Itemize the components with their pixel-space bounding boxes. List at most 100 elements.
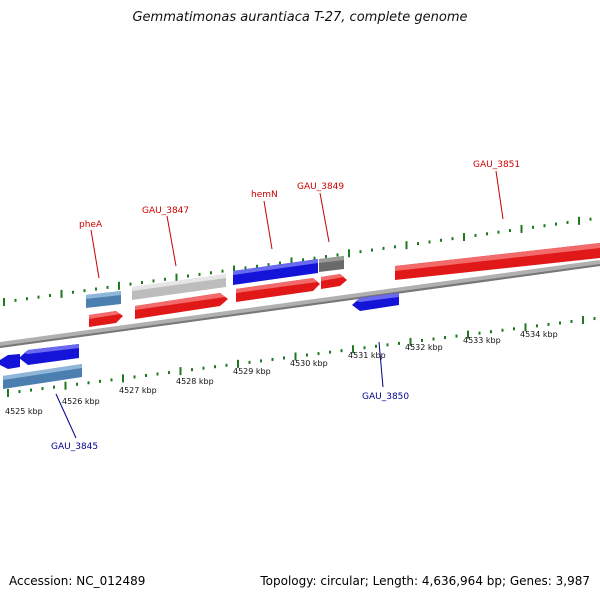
minor-tick bbox=[543, 224, 546, 228]
minor-tick bbox=[41, 387, 44, 391]
major-tick bbox=[175, 273, 178, 282]
feature-blue-3845[interactable] bbox=[19, 344, 79, 365]
minor-tick bbox=[417, 242, 419, 246]
tick-label: 4527 kbp bbox=[119, 386, 157, 395]
minor-tick bbox=[536, 324, 538, 328]
feature-red-3847[interactable] bbox=[135, 293, 228, 319]
minor-tick bbox=[168, 371, 170, 375]
minor-tick bbox=[129, 282, 132, 286]
tick-label: 4534 kbp bbox=[520, 330, 558, 339]
minor-tick bbox=[432, 337, 435, 341]
major-tick bbox=[60, 289, 63, 298]
feature-lightgray-1[interactable] bbox=[132, 274, 226, 300]
minor-tick bbox=[198, 272, 201, 276]
minor-tick bbox=[593, 317, 596, 321]
minor-tick bbox=[394, 245, 396, 249]
minor-tick bbox=[490, 330, 492, 334]
minor-tick bbox=[30, 388, 32, 392]
leader-line bbox=[90, 229, 100, 279]
gene-label-hemN[interactable]: hemN bbox=[251, 190, 278, 200]
gene-label-GAU_3847[interactable]: GAU_3847 bbox=[142, 206, 189, 216]
major-tick bbox=[578, 216, 580, 225]
gene-label-group: pheA GAU_3847 hemN GAU_3849 GAU_3851 GAU… bbox=[51, 160, 520, 452]
minor-tick bbox=[371, 248, 373, 252]
tick-label: 4530 kbp bbox=[290, 359, 328, 368]
feature-darkgray-1[interactable] bbox=[319, 256, 344, 272]
feature-red-pheA[interactable] bbox=[89, 311, 123, 327]
minor-tick bbox=[214, 365, 216, 369]
position-ticks: 4525 kbp 4526 kbp 4527 kbp 4528 kbp 4529… bbox=[5, 330, 558, 416]
minor-tick bbox=[313, 256, 316, 260]
minor-tick bbox=[547, 322, 550, 326]
feature-steelblue-1[interactable] bbox=[86, 291, 121, 308]
minor-tick bbox=[509, 229, 511, 233]
minor-tick bbox=[191, 368, 193, 372]
major-tick bbox=[237, 359, 239, 368]
minor-tick bbox=[589, 217, 592, 221]
minor-tick bbox=[382, 246, 385, 250]
minor-tick bbox=[110, 378, 113, 382]
major-tick bbox=[294, 352, 297, 361]
minor-tick bbox=[72, 290, 74, 294]
major-tick bbox=[348, 249, 350, 258]
tick-label: 4526 kbp bbox=[62, 397, 100, 406]
minor-tick bbox=[340, 349, 343, 353]
minor-tick bbox=[329, 350, 331, 354]
leader-line bbox=[378, 341, 384, 388]
minor-tick bbox=[363, 346, 366, 350]
tick-label: 4525 kbp bbox=[5, 407, 43, 416]
major-tick bbox=[7, 389, 9, 397]
gene-label-GAU_3849[interactable]: GAU_3849 bbox=[297, 182, 344, 192]
inner-tick-row bbox=[7, 316, 596, 397]
tick-label: 4528 kbp bbox=[176, 377, 214, 386]
map-title: Gemmatimonas aurantiaca T-27, complete g… bbox=[132, 10, 468, 25]
minor-tick bbox=[76, 382, 78, 386]
minor-tick bbox=[256, 264, 258, 268]
leader-line bbox=[55, 393, 77, 439]
major-tick bbox=[290, 257, 293, 266]
minor-tick bbox=[325, 255, 327, 259]
minor-tick bbox=[83, 289, 86, 293]
gene-label-GAU_3851[interactable]: GAU_3851 bbox=[473, 160, 520, 170]
leader-line bbox=[166, 215, 177, 267]
outer-tick-row bbox=[3, 216, 592, 306]
feature-red-3851[interactable] bbox=[395, 243, 600, 280]
tick-label: 4532 kbp bbox=[405, 343, 443, 352]
minor-tick bbox=[26, 297, 28, 301]
minor-tick bbox=[37, 295, 40, 299]
gene-label-pheA[interactable]: pheA bbox=[79, 220, 103, 230]
major-tick bbox=[122, 374, 124, 383]
minor-tick bbox=[386, 343, 389, 347]
minor-tick bbox=[501, 328, 504, 332]
feature-steelblue-3845[interactable] bbox=[3, 364, 82, 389]
feature-blue-hemN-rev[interactable] bbox=[233, 259, 318, 285]
gene-label-GAU_3850[interactable]: GAU_3850 bbox=[362, 392, 409, 402]
minor-tick bbox=[248, 360, 251, 364]
minor-tick bbox=[513, 327, 515, 331]
minor-tick bbox=[18, 390, 21, 394]
feature-red-3849[interactable] bbox=[321, 274, 347, 289]
minor-tick bbox=[570, 319, 573, 323]
minor-tick bbox=[95, 287, 97, 291]
major-tick bbox=[3, 298, 5, 306]
gene-label-GAU_3845[interactable]: GAU_3845 bbox=[51, 442, 98, 452]
minor-tick bbox=[336, 253, 339, 257]
major-tick bbox=[233, 265, 235, 274]
minor-tick bbox=[375, 344, 377, 348]
minor-tick bbox=[221, 269, 224, 273]
minor-tick bbox=[271, 357, 274, 361]
major-tick bbox=[520, 224, 523, 233]
minor-tick bbox=[53, 385, 55, 389]
major-tick bbox=[179, 367, 182, 376]
minor-tick bbox=[87, 381, 90, 385]
major-tick bbox=[405, 241, 408, 250]
minor-tick bbox=[244, 266, 247, 270]
feature-blue-left-small[interactable] bbox=[0, 354, 20, 369]
minor-tick bbox=[532, 225, 534, 229]
minor-tick bbox=[421, 338, 423, 342]
minor-tick bbox=[106, 285, 109, 289]
minor-tick bbox=[555, 222, 557, 226]
feature-blue-3850[interactable] bbox=[352, 293, 399, 311]
major-tick bbox=[64, 381, 67, 390]
feature-red-hemN[interactable] bbox=[236, 278, 320, 302]
